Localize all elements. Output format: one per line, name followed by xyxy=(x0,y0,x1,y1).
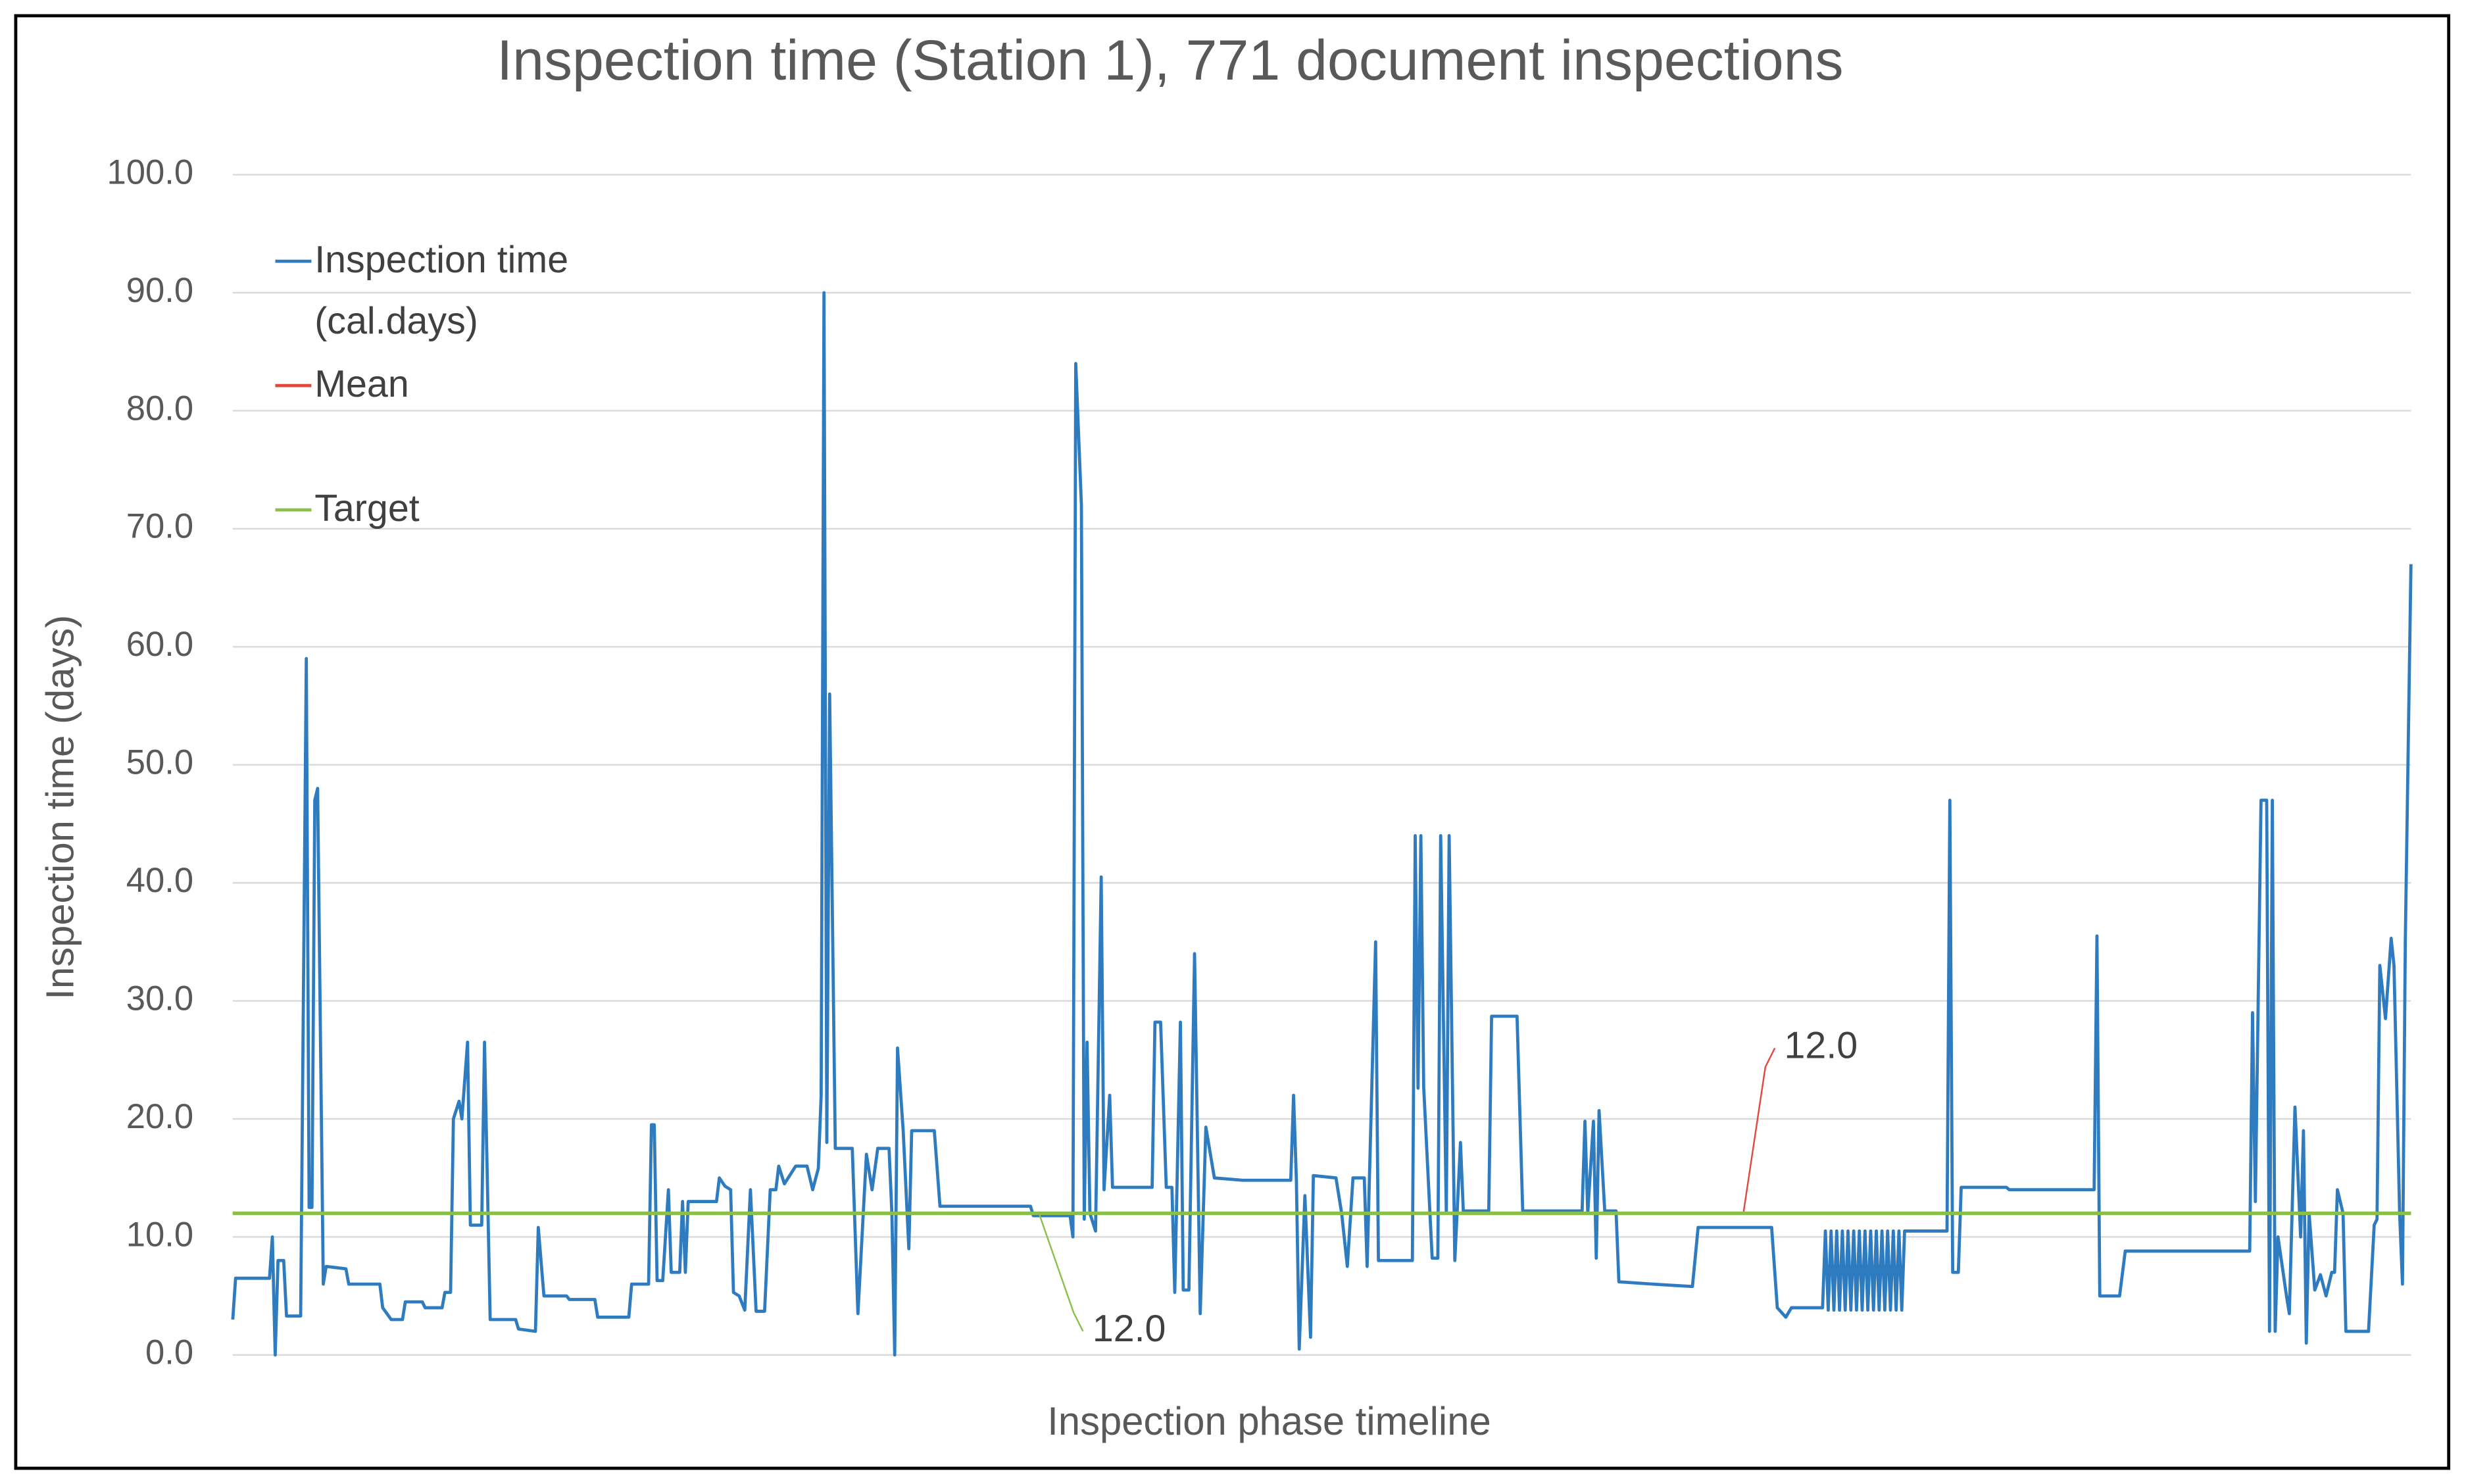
y-tick-label: 20.0 xyxy=(126,1097,193,1136)
y-tick-label: 90.0 xyxy=(126,271,193,310)
grid: 0.0 10.0 20.0 30.0 40.0 50.0 60.0 70.0 80.0 90.0 1… xyxy=(107,153,2411,1372)
chart-frame xyxy=(14,14,2451,1470)
data-label: 12.0 xyxy=(1785,1024,1858,1066)
legend-swatch xyxy=(275,508,312,512)
legend-label: Inspection time (cal.days) xyxy=(314,239,569,343)
data-label: 12.0 xyxy=(1093,1308,1166,1350)
legend-entry: Inspection time (cal.days) xyxy=(275,230,684,354)
y-tick-label: 0.0 xyxy=(145,1333,193,1372)
plot-area: 12.0 12.0 xyxy=(231,291,2413,1357)
y-tick-label: 10.0 xyxy=(126,1215,193,1254)
legend: Inspection time (cal.days) Mean Target xyxy=(275,230,684,576)
series-line xyxy=(231,291,2413,1357)
y-tick-label: 50.0 xyxy=(126,743,193,782)
y-axis-label: Inspection time (days) xyxy=(37,615,82,1000)
legend-box: Inspection time (cal.days) Mean Target xyxy=(275,230,684,576)
legend-swatch xyxy=(275,259,312,263)
y-tick-label: 100.0 xyxy=(107,153,193,191)
legend-label: Target xyxy=(314,487,420,531)
y-tick-label: 70.0 xyxy=(126,507,193,546)
legend-label: Mean xyxy=(314,363,409,407)
legend-swatch xyxy=(275,383,312,387)
y-tick-label: 40.0 xyxy=(126,861,193,900)
y-tick-label: 30.0 xyxy=(126,979,193,1018)
legend-entry: Mean xyxy=(275,354,684,478)
y-tick-label: 60.0 xyxy=(126,625,193,664)
label-leader xyxy=(1038,1213,1084,1332)
legend-entry: Target xyxy=(275,478,684,576)
label-leader xyxy=(1742,1047,1776,1214)
x-axis-label: Inspection phase timeline xyxy=(1047,1399,1491,1443)
chart-title: Inspection time (Station 1), 771 documen… xyxy=(497,29,1843,92)
y-tick-label: 80.0 xyxy=(126,389,193,428)
